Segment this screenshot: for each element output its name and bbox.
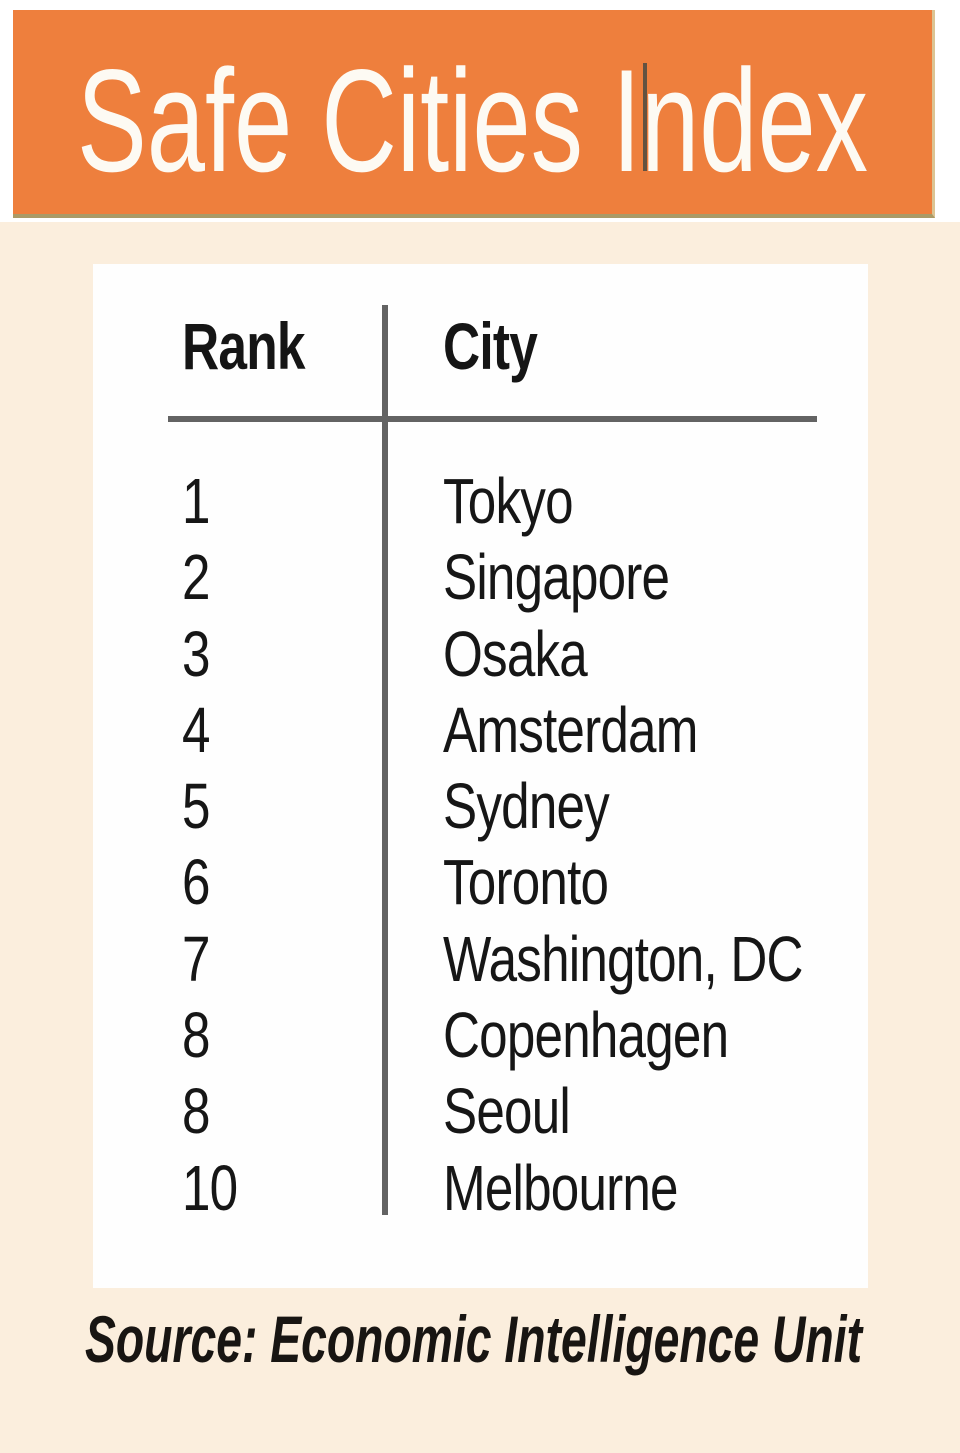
city-value: Sydney [443,770,610,843]
title-graphic: Safe Cities Index [77,39,868,202]
city-value: Tokyo [443,465,574,537]
table-row: 4 Amsterdam [93,692,868,768]
rank-value: 1 [182,465,210,537]
city-value: Amsterdam [443,693,698,766]
city-value: Singapore [443,541,670,614]
table-body: 1 Tokyo 2 Singapore 3 Osaka 4 Amsterdam … [93,463,868,1226]
source-attribution: Source: Economic Intelligence Unit [85,1298,885,1382]
page-title: Safe Cities Index [77,39,868,202]
table-horizontal-rule [168,416,817,422]
rank-value: 7 [182,922,210,995]
city-value: Osaka [443,617,588,690]
city-value: Melbourne [443,1151,679,1224]
table-row: 2 Singapore [93,539,868,615]
city-value: Seoul [443,1075,571,1148]
rank-value: 5 [182,770,210,843]
table-row: 8 Copenhagen [93,997,868,1073]
table-row: 5 Sydney [93,768,868,844]
rank-value: 4 [182,693,210,766]
city-value: Copenhagen [443,999,729,1072]
city-value: Washington, DC [443,922,803,995]
column-header-rank: Rank [182,309,306,383]
source-text: Source: Economic Intelligence Unit [85,1302,864,1376]
rank-value: 6 [182,846,210,919]
table-row: 7 Washington, DC [93,921,868,997]
table-row: 8 Seoul [93,1073,868,1149]
table-row: 6 Toronto [93,844,868,920]
rank-value: 8 [182,999,210,1072]
column-header-city: City [443,309,538,383]
city-value: Toronto [443,846,609,919]
table-card: Rank City 1 Tokyo 2 Singapore 3 Osaka 4 … [93,264,868,1288]
rank-value: 2 [182,541,210,614]
table-row: 1 Tokyo [93,463,868,539]
table-row: 10 Melbourne [93,1150,868,1226]
table-row: 3 Osaka [93,616,868,692]
rank-value: 3 [182,617,210,690]
rank-value: 10 [182,1151,238,1224]
text-cursor-artifact [643,63,647,171]
title-banner: Safe Cities Index [13,10,935,218]
rank-value: 8 [182,1075,210,1148]
table-vertical-rule [382,305,388,1215]
